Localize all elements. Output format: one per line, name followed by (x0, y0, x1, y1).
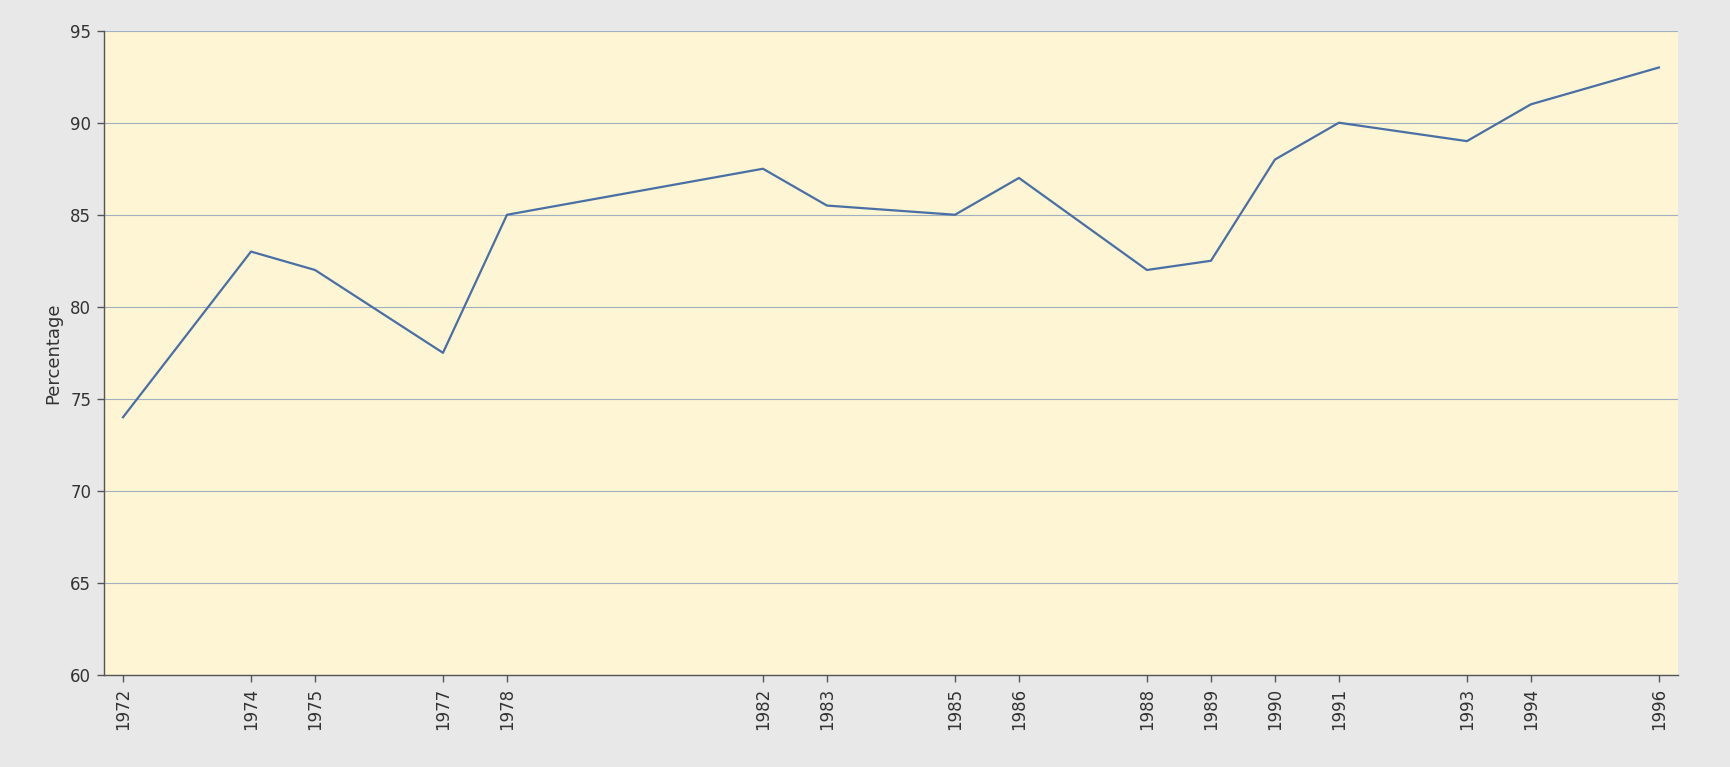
Y-axis label: Percentage: Percentage (43, 302, 62, 403)
